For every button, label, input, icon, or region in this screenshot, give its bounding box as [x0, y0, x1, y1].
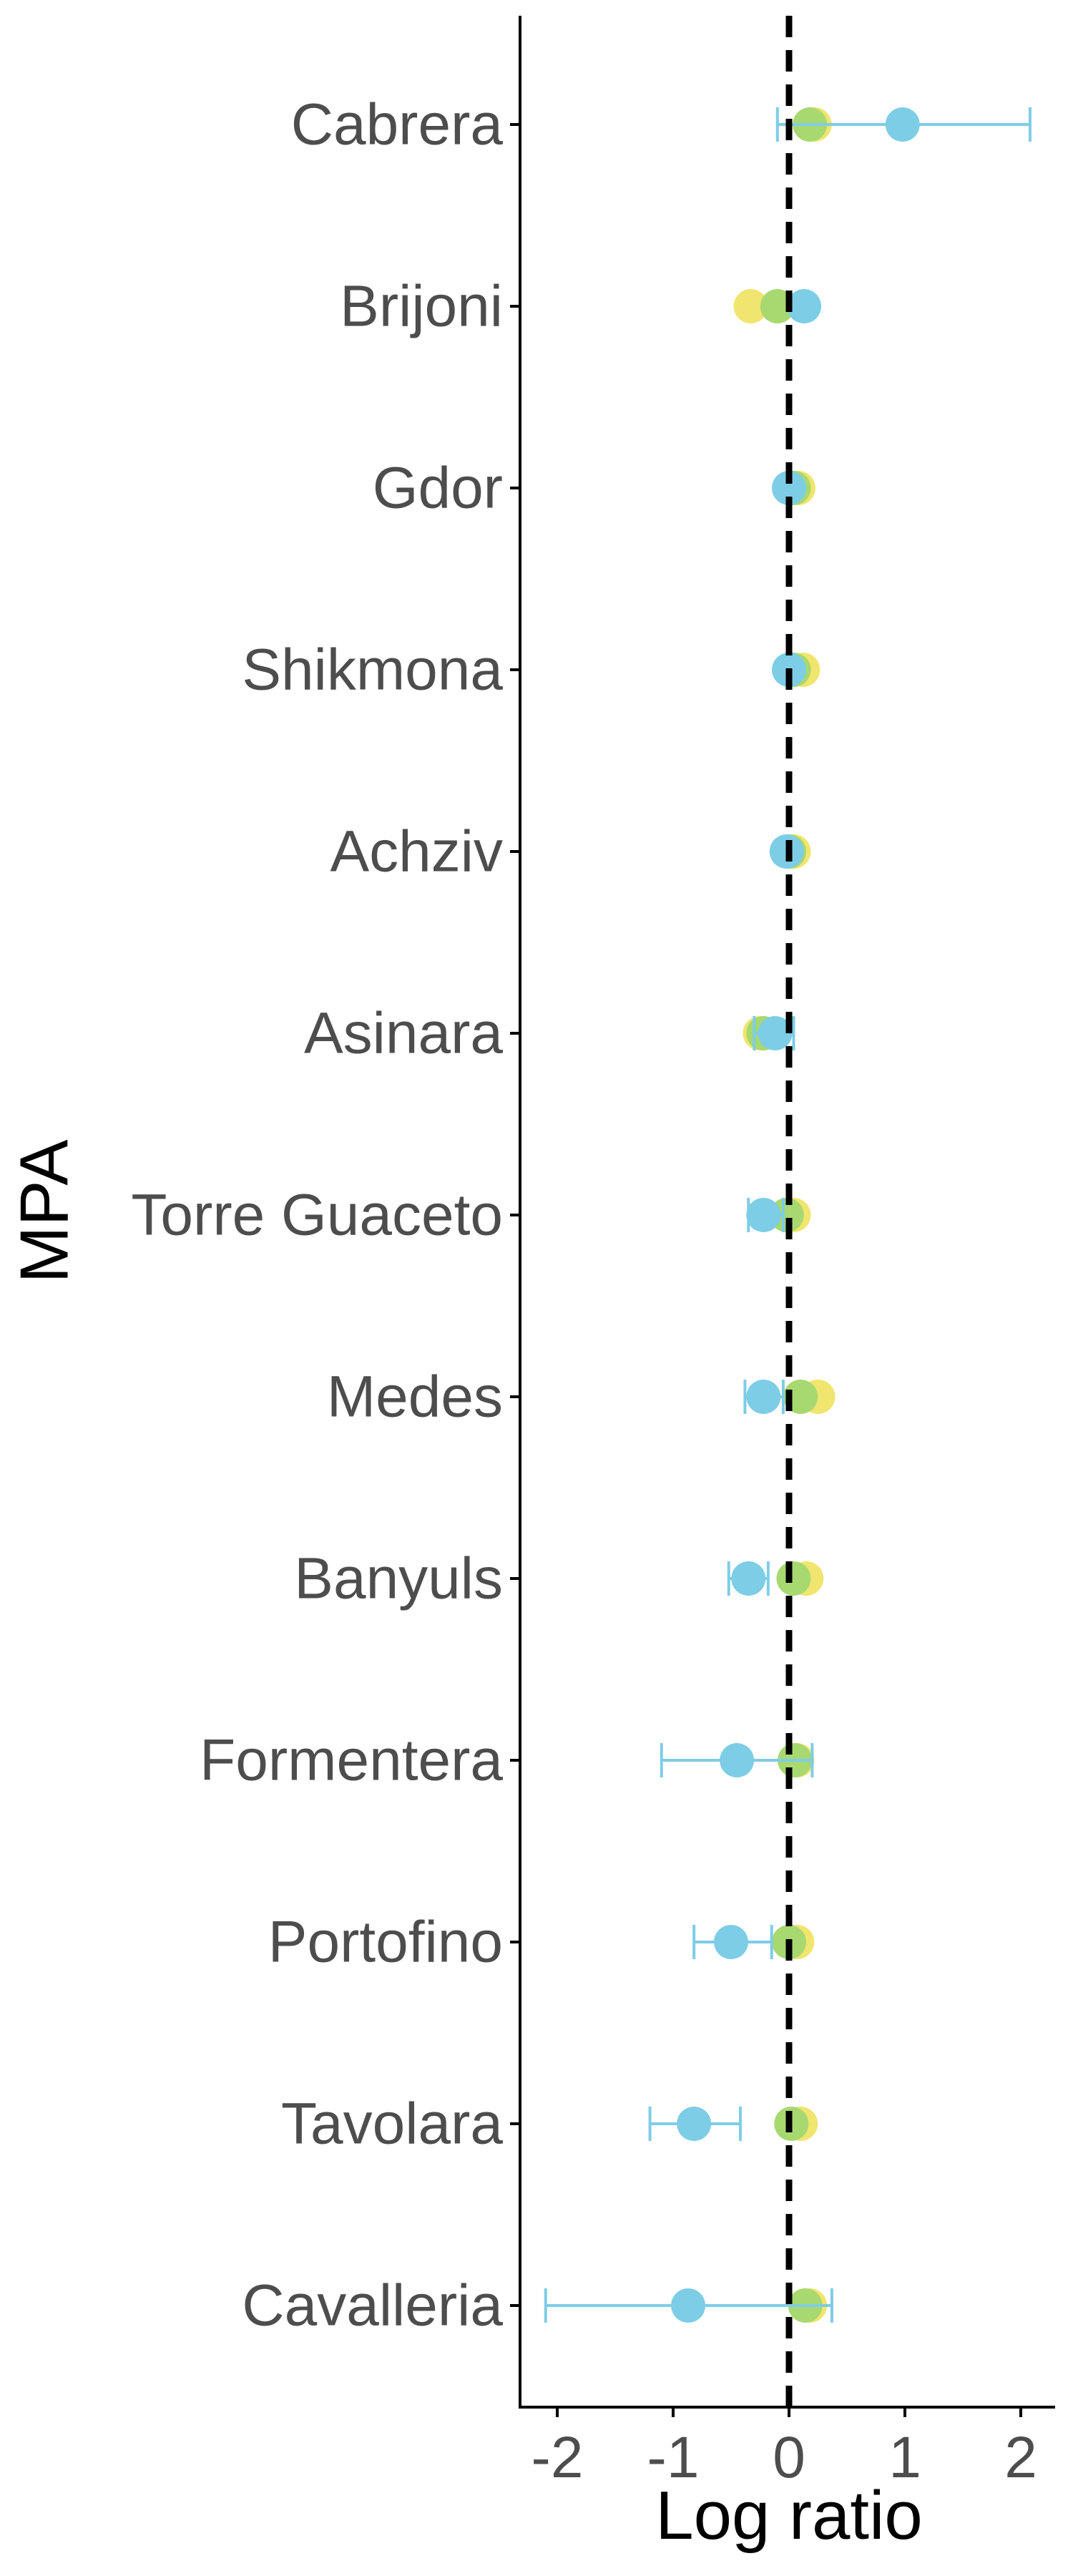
x-tick-label: 1 [888, 2425, 921, 2490]
data-point [787, 289, 822, 323]
category-labels: Cabrera Brijoni Gdor Shikmona Achziv Asinara T… [131, 92, 520, 2338]
data-point [731, 1561, 766, 1596]
data-point [677, 2107, 712, 2141]
data-point [714, 1925, 748, 1959]
series-2 [544, 107, 1032, 2323]
y-tick-label: Brijoni [340, 274, 503, 339]
x-tick-label: -2 [531, 2425, 584, 2490]
y-tick-label: Cavalleria [242, 2273, 503, 2338]
data-point [758, 1016, 793, 1050]
data-point [776, 1561, 811, 1596]
y-tick-label: Cabrera [291, 92, 504, 157]
y-tick-label: Portofino [268, 1910, 503, 1975]
x-tick-label: -1 [647, 2425, 700, 2490]
data-point [746, 1198, 781, 1232]
y-tick-label: Medes [327, 1365, 503, 1430]
y-tick-label: Achziv [330, 819, 503, 884]
y-tick-label: Tavolara [281, 2092, 503, 2157]
data-point [772, 471, 806, 505]
data-point [671, 2288, 706, 2323]
y-axis-title: MPA [6, 1140, 83, 1284]
x-axis-title: Log ratio [655, 2477, 923, 2554]
y-tick-label: Shikmona [242, 638, 503, 703]
x-tick-label: 2 [1004, 2425, 1037, 2490]
data-point [885, 107, 920, 142]
y-tick-label: Asinara [304, 1001, 503, 1066]
data-point [746, 1380, 781, 1414]
y-tick-label: Torre Guaceto [131, 1183, 503, 1248]
data-point [720, 1743, 755, 1777]
x-axis-ticks: -2 -1 0 1 2 [531, 2407, 1037, 2490]
y-tick-label: Gdor [373, 456, 503, 521]
x-tick-label: 0 [773, 2425, 805, 2490]
y-tick-label: Formentera [200, 1728, 503, 1793]
y-tick-label: Banyuls [294, 1546, 503, 1611]
data-point [733, 289, 768, 323]
